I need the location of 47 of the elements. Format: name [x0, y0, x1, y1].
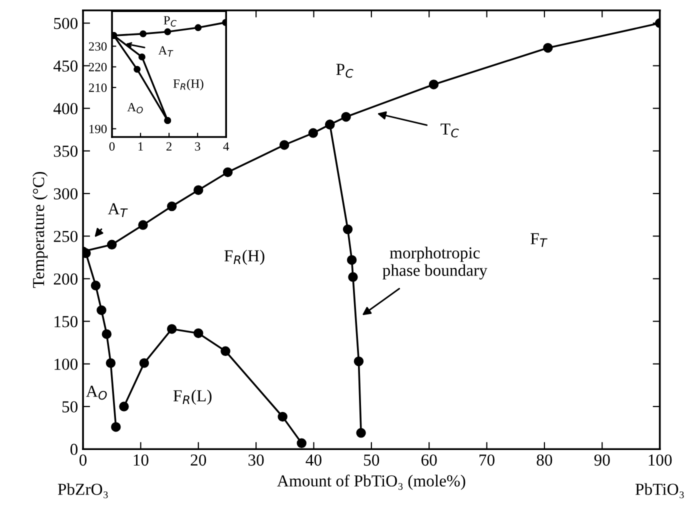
x-axis-title: Amount of PbTiO₃ (mole%): [277, 474, 466, 490]
x-tick-label: 60: [421, 454, 437, 466]
y-tick-label: 220: [88, 62, 107, 72]
y-tick-label: 250: [54, 230, 78, 242]
text: PbZrO₃: [58, 483, 108, 498]
annotation: F$_{R}$(L): [173, 390, 212, 405]
x-tick-label: 10: [134, 454, 148, 466]
x-tick-label: 2: [166, 142, 172, 151]
x-tick-label: 70: [480, 454, 494, 466]
x-tick-label: 50: [364, 454, 380, 466]
x-tick-label: 0: [79, 454, 87, 466]
y-tick-label: 200: [54, 273, 78, 285]
annotation: A$_{T}$: [108, 203, 128, 218]
y-tick-label: 210: [88, 84, 107, 92]
y-tick-label: 50: [62, 401, 78, 412]
y-tick-label: 500: [54, 18, 78, 30]
annotation: morphotropic phase boundary: [382, 246, 488, 280]
annotation: P$_{C}$: [164, 16, 177, 27]
x-tick-label: 40: [306, 454, 322, 466]
x-tick-label: 80: [536, 454, 552, 466]
y-tick-label: 0: [70, 444, 78, 456]
y-tick-label: 300: [54, 188, 78, 200]
x-tick-label: 20: [190, 454, 206, 466]
x-tick-label: 0: [109, 142, 115, 151]
annotation: F$_{T}$: [530, 233, 548, 247]
annotation: A$_{O}$: [127, 102, 143, 114]
y-tick-label: 190: [89, 124, 107, 134]
y-tick-label: 100: [54, 358, 78, 370]
annotation: A$_{T}$: [158, 46, 174, 57]
x-tick-label: 4: [223, 142, 230, 151]
y-tick-label: 230: [88, 42, 107, 51]
y-tick-label: 450: [53, 60, 78, 72]
x-tick-label: 30: [248, 454, 264, 466]
x-tick-label: 3: [195, 142, 200, 151]
annotation: A$_{O}$: [86, 386, 107, 400]
annotation: F$_{R}$(H): [173, 79, 204, 90]
x-tick-label: 90: [594, 454, 610, 466]
text: PbTiO₃: [635, 483, 684, 498]
x-tick-label: 1: [138, 142, 143, 151]
y-axis-title: Temperature (°C): [32, 172, 48, 288]
annotation: T$_{C}$: [440, 124, 459, 138]
annotation: F$_{R}$(H): [224, 250, 264, 265]
y-tick-label: 150: [54, 316, 78, 328]
annotation: P$_{C}$: [336, 64, 354, 78]
y-tick-label: 350: [54, 146, 78, 157]
y-tick-label: 400: [53, 103, 78, 114]
x-tick-label: 100: [648, 454, 672, 466]
